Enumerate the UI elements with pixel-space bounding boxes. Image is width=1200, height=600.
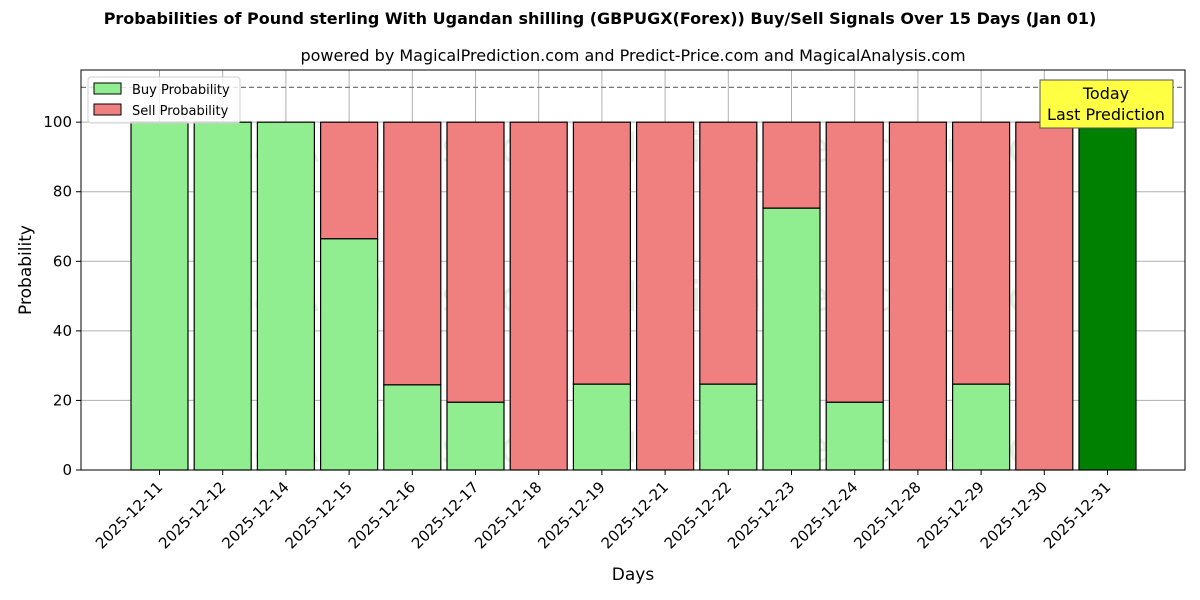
svg-text:2025-12-28: 2025-12-28 bbox=[850, 478, 924, 552]
svg-text:2025-12-23: 2025-12-23 bbox=[724, 478, 798, 552]
annotation-line-2: Last Prediction bbox=[1047, 105, 1165, 124]
svg-text:80: 80 bbox=[53, 183, 72, 201]
bar-sell bbox=[572, 121, 632, 385]
legend-buy-label: Buy Probability bbox=[132, 83, 230, 98]
svg-text:2025-12-31: 2025-12-31 bbox=[1040, 478, 1114, 552]
legend-sell-label: Sell Probability bbox=[132, 104, 229, 119]
x-axis: 2025-12-112025-12-122025-12-142025-12-15… bbox=[92, 470, 1114, 552]
bar-buy bbox=[193, 121, 252, 471]
bar-buy bbox=[1078, 121, 1137, 471]
legend-buy-swatch bbox=[93, 82, 122, 95]
svg-text:2025-12-15: 2025-12-15 bbox=[282, 478, 356, 552]
svg-text:2025-12-14: 2025-12-14 bbox=[218, 478, 292, 552]
plot-frame bbox=[80, 69, 1186, 471]
bar-buy bbox=[951, 383, 1011, 471]
bar-buy bbox=[446, 401, 505, 471]
bar-sell bbox=[635, 121, 695, 471]
y-axis-label: Probability bbox=[16, 225, 36, 315]
svg-text:100: 100 bbox=[43, 113, 72, 131]
annotation-line-1: Today bbox=[1082, 84, 1129, 103]
svg-text:2025-12-17: 2025-12-17 bbox=[408, 478, 482, 552]
bar-sell bbox=[762, 121, 821, 209]
today-annotation: Today Last Prediction bbox=[1039, 79, 1174, 129]
bar-sell bbox=[320, 121, 379, 240]
bar-buy bbox=[762, 207, 821, 471]
svg-text:60: 60 bbox=[53, 252, 72, 270]
bar-sell bbox=[825, 121, 884, 403]
svg-text:2025-12-22: 2025-12-22 bbox=[661, 478, 735, 552]
y-axis: 0 20 40 60 80 100 bbox=[43, 113, 81, 479]
legend-sell-swatch bbox=[93, 103, 122, 116]
svg-text:2025-12-21: 2025-12-21 bbox=[598, 478, 672, 552]
bars bbox=[130, 121, 1137, 471]
chart-title: Probabilities of Pound sterling With Uga… bbox=[103, 9, 1097, 28]
bar-sell bbox=[446, 121, 505, 403]
chart-subtitle: powered by MagicalPrediction.com and Pre… bbox=[300, 46, 966, 65]
bar-sell bbox=[699, 121, 758, 385]
svg-text:2025-12-29: 2025-12-29 bbox=[914, 478, 988, 552]
svg-text:0: 0 bbox=[62, 461, 72, 479]
bar-buy bbox=[256, 121, 315, 471]
bar-buy bbox=[825, 401, 884, 471]
bar-sell bbox=[509, 121, 568, 471]
bar-buy bbox=[320, 238, 379, 471]
svg-text:2025-12-24: 2025-12-24 bbox=[787, 478, 861, 552]
svg-text:2025-12-11: 2025-12-11 bbox=[92, 478, 166, 552]
x-axis-label: Days bbox=[612, 565, 655, 585]
bar-sell bbox=[951, 121, 1011, 385]
bar-sell bbox=[1015, 121, 1074, 471]
svg-text:2025-12-19: 2025-12-19 bbox=[534, 478, 608, 552]
svg-text:2025-12-16: 2025-12-16 bbox=[345, 478, 419, 552]
bar-buy bbox=[572, 383, 632, 471]
bar-buy bbox=[383, 384, 442, 471]
legend: Buy Probability Sell Probability bbox=[87, 76, 241, 124]
svg-text:20: 20 bbox=[53, 391, 72, 409]
svg-text:40: 40 bbox=[53, 322, 72, 340]
svg-text:2025-12-12: 2025-12-12 bbox=[155, 478, 229, 552]
svg-text:2025-12-18: 2025-12-18 bbox=[471, 478, 545, 552]
bar-sell bbox=[383, 121, 442, 386]
bar-buy bbox=[130, 121, 189, 471]
bar-sell bbox=[888, 121, 948, 471]
svg-text:2025-12-30: 2025-12-30 bbox=[977, 478, 1051, 552]
bar-buy bbox=[699, 383, 758, 471]
